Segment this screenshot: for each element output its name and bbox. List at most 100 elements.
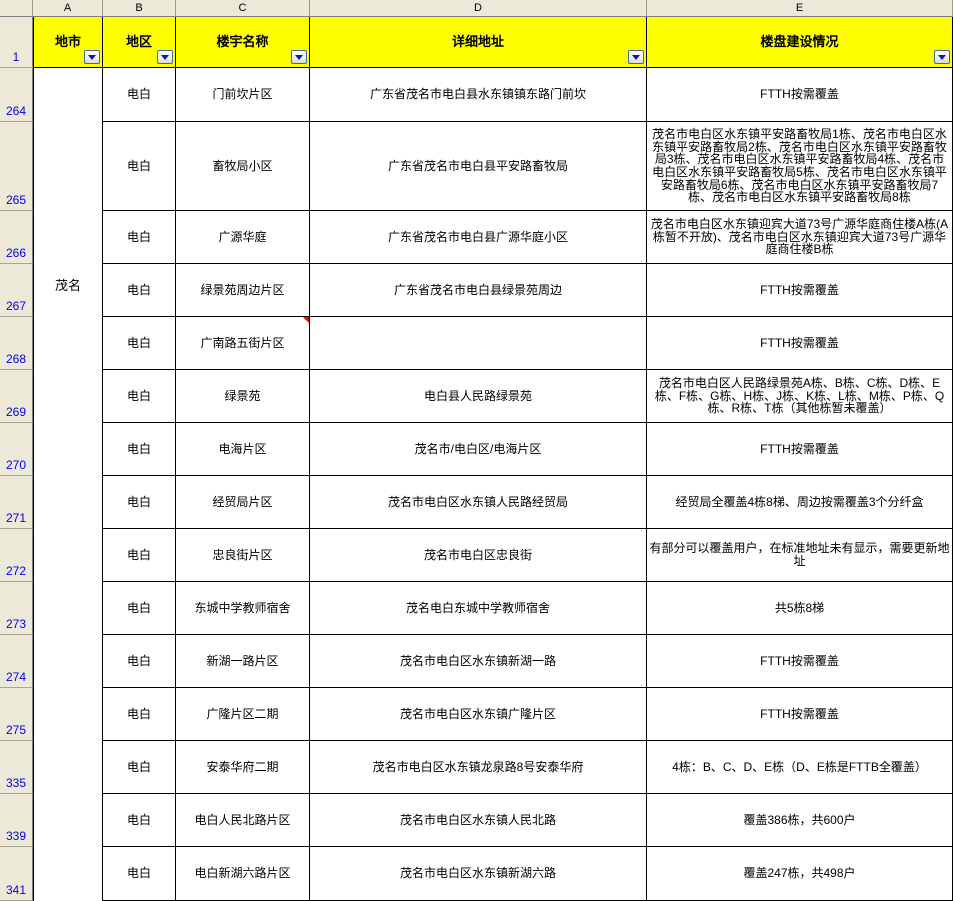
- cell-address[interactable]: 茂名市电白区水东镇人民北路: [310, 794, 647, 847]
- column-header-a[interactable]: A: [33, 0, 103, 17]
- row-header-264[interactable]: 264: [0, 68, 33, 122]
- cell-address[interactable]: 茂名市电白区水东镇新湖六路: [310, 847, 647, 901]
- row-header-270[interactable]: 270: [0, 423, 33, 476]
- column-header-b[interactable]: B: [103, 0, 176, 17]
- cell-status[interactable]: 覆盖247栋，共498户: [647, 847, 953, 901]
- cell-address[interactable]: 茂名市电白区水东镇广隆片区: [310, 688, 647, 741]
- cell-district[interactable]: 电白: [103, 68, 176, 122]
- merged-cell-city[interactable]: 茂名: [33, 68, 103, 901]
- cell-district[interactable]: 电白: [103, 582, 176, 635]
- cell-district[interactable]: 电白: [103, 423, 176, 476]
- cell-district[interactable]: 电白: [103, 370, 176, 423]
- cell-building[interactable]: 广南路五街片区: [176, 317, 310, 370]
- cell-status[interactable]: 茂名市电白区人民路绿景苑A栋、B栋、C栋、D栋、E栋、F栋、G栋、H栋、J栋、K…: [647, 370, 953, 423]
- filter-dropdown-district[interactable]: [157, 50, 173, 64]
- cell-address[interactable]: 广东省茂名市电白县广源华庭小区: [310, 211, 647, 264]
- header-cell-build-status[interactable]: 楼盘建设情况: [647, 17, 953, 68]
- column-header-c[interactable]: C: [176, 0, 310, 17]
- select-all-corner[interactable]: [0, 0, 33, 17]
- filter-arrow-icon: [295, 54, 303, 60]
- table-row: 341 电白 电白新湖六路片区 茂名市电白区水东镇新湖六路 覆盖247栋，共49…: [0, 847, 953, 901]
- cell-status[interactable]: FTTH按需覆盖: [647, 635, 953, 688]
- cell-address[interactable]: 茂名市电白区水东镇人民路经贸局: [310, 476, 647, 529]
- cell-address[interactable]: 茂名市电白区忠良街: [310, 529, 647, 582]
- cell-district[interactable]: 电白: [103, 847, 176, 901]
- cell-building[interactable]: 新湖一路片区: [176, 635, 310, 688]
- cell-building[interactable]: 东城中学教师宿舍: [176, 582, 310, 635]
- cell-district[interactable]: 电白: [103, 635, 176, 688]
- cell-building[interactable]: 电海片区: [176, 423, 310, 476]
- cell-status[interactable]: FTTH按需覆盖: [647, 264, 953, 317]
- header-cell-city[interactable]: 地市: [33, 17, 103, 68]
- cell-status[interactable]: 4栋：B、C、D、E栋（D、E栋是FTTB全覆盖）: [647, 741, 953, 794]
- filter-dropdown-city[interactable]: [84, 50, 100, 64]
- cell-building[interactable]: 广隆片区二期: [176, 688, 310, 741]
- row-header-275[interactable]: 275: [0, 688, 33, 741]
- column-header-e[interactable]: E: [647, 0, 953, 17]
- cell-address[interactable]: 茂名市电白区水东镇新湖一路: [310, 635, 647, 688]
- cell-building[interactable]: 安泰华府二期: [176, 741, 310, 794]
- cell-address[interactable]: 茂名市电白区水东镇龙泉路8号安泰华府: [310, 741, 647, 794]
- cell-district[interactable]: 电白: [103, 741, 176, 794]
- row-header-341[interactable]: 341: [0, 847, 33, 901]
- row-header-271[interactable]: 271: [0, 476, 33, 529]
- row-header-335[interactable]: 335: [0, 741, 33, 794]
- header-cell-district[interactable]: 地区: [103, 17, 176, 68]
- filter-dropdown-build-status[interactable]: [934, 50, 950, 64]
- row-header-1[interactable]: 1: [0, 17, 33, 68]
- row-header-267[interactable]: 267: [0, 264, 33, 317]
- row-header-339[interactable]: 339: [0, 794, 33, 847]
- cell-status[interactable]: 共5栋8梯: [647, 582, 953, 635]
- row-header-268[interactable]: 268: [0, 317, 33, 370]
- cell-building[interactable]: 电白人民北路片区: [176, 794, 310, 847]
- table-row: 267 电白 绿景苑周边片区 广东省茂名市电白县绿景苑周边 FTTH按需覆盖: [0, 264, 953, 317]
- cell-address[interactable]: [310, 317, 647, 370]
- cell-status[interactable]: 经贸局全覆盖4栋8梯、周边按需覆盖3个分纤盒: [647, 476, 953, 529]
- cell-building[interactable]: 绿景苑: [176, 370, 310, 423]
- table-row: 335 电白 安泰华府二期 茂名市电白区水东镇龙泉路8号安泰华府 4栋：B、C、…: [0, 741, 953, 794]
- cell-building[interactable]: 经贸局片区: [176, 476, 310, 529]
- cell-building[interactable]: 畜牧局小区: [176, 122, 310, 211]
- filter-dropdown-building-name[interactable]: [291, 50, 307, 64]
- cell-status[interactable]: FTTH按需覆盖: [647, 688, 953, 741]
- header-cell-detail-address[interactable]: 详细地址: [310, 17, 647, 68]
- row-header-272[interactable]: 272: [0, 529, 33, 582]
- cell-address[interactable]: 电白县人民路绿景苑: [310, 370, 647, 423]
- cell-district[interactable]: 电白: [103, 122, 176, 211]
- cell-building[interactable]: 广源华庭: [176, 211, 310, 264]
- cell-status[interactable]: 茂名市电白区水东镇迎宾大道73号广源华庭商住楼A栋(A栋暂不开放)、茂名市电白区…: [647, 211, 953, 264]
- cell-building[interactable]: 绿景苑周边片区: [176, 264, 310, 317]
- row-header-273[interactable]: 273: [0, 582, 33, 635]
- cell-address[interactable]: 广东省茂名市电白县平安路畜牧局: [310, 122, 647, 211]
- column-header-strip: A B C D E: [0, 0, 953, 17]
- cell-district[interactable]: 电白: [103, 476, 176, 529]
- row-header-266[interactable]: 266: [0, 211, 33, 264]
- cell-district[interactable]: 电白: [103, 688, 176, 741]
- cell-building[interactable]: 忠良街片区: [176, 529, 310, 582]
- cell-status[interactable]: FTTH按需覆盖: [647, 68, 953, 122]
- cell-address[interactable]: 广东省茂名市电白县绿景苑周边: [310, 264, 647, 317]
- row-header-265[interactable]: 265: [0, 122, 33, 211]
- table-row: 274 电白 新湖一路片区 茂名市电白区水东镇新湖一路 FTTH按需覆盖: [0, 635, 953, 688]
- column-header-d[interactable]: D: [310, 0, 647, 17]
- cell-district[interactable]: 电白: [103, 317, 176, 370]
- cell-district[interactable]: 电白: [103, 211, 176, 264]
- cell-district[interactable]: 电白: [103, 264, 176, 317]
- cell-status[interactable]: FTTH按需覆盖: [647, 317, 953, 370]
- cell-status[interactable]: FTTH按需覆盖: [647, 423, 953, 476]
- cell-address[interactable]: 茂名市/电白区/电海片区: [310, 423, 647, 476]
- cell-district[interactable]: 电白: [103, 794, 176, 847]
- cell-district[interactable]: 电白: [103, 529, 176, 582]
- row-header-269[interactable]: 269: [0, 370, 33, 423]
- cell-address[interactable]: 广东省茂名市电白县水东镇镇东路门前坎: [310, 68, 647, 122]
- cell-building[interactable]: 电白新湖六路片区: [176, 847, 310, 901]
- cell-address[interactable]: 茂名电白东城中学教师宿舍: [310, 582, 647, 635]
- cell-status[interactable]: 有部分可以覆盖用户，在标准地址未有显示，需要更新地址: [647, 529, 953, 582]
- header-cell-building-name[interactable]: 楼宇名称: [176, 17, 310, 68]
- cell-status[interactable]: 茂名市电白区水东镇平安路畜牧局1栋、茂名市电白区水东镇平安路畜牧局2栋、茂名市电…: [647, 122, 953, 211]
- row-header-274[interactable]: 274: [0, 635, 33, 688]
- table-row: 273 电白 东城中学教师宿舍 茂名电白东城中学教师宿舍 共5栋8梯: [0, 582, 953, 635]
- cell-status[interactable]: 覆盖386栋，共600户: [647, 794, 953, 847]
- cell-building[interactable]: 门前坎片区: [176, 68, 310, 122]
- filter-dropdown-detail-address[interactable]: [628, 50, 644, 64]
